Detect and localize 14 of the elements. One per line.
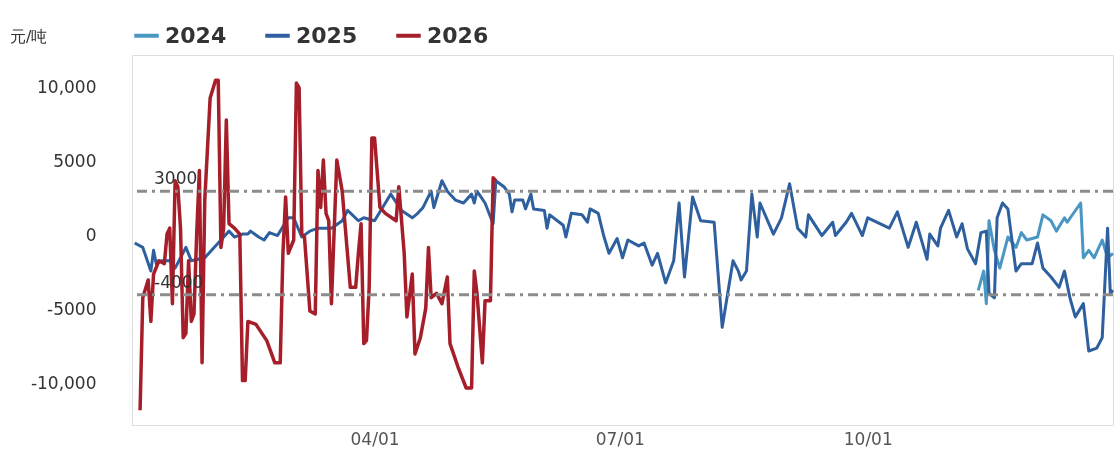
ref-line-label: 3000: [154, 168, 198, 189]
line-series: [138, 78, 498, 412]
legend-label: 2024: [165, 22, 227, 48]
y-tick-label: 5000: [53, 151, 97, 172]
x-tick-label: 10/01: [843, 428, 893, 449]
legend-label: 2025: [296, 22, 358, 48]
y-tick-label: 10,000: [37, 77, 97, 98]
y-tick-label: -5000: [47, 299, 97, 320]
y-tick-label: -10,000: [30, 373, 97, 394]
x-tick-label: 04/01: [350, 428, 400, 449]
x-tick-label: 07/01: [595, 428, 645, 449]
y-tick-label: 0: [85, 225, 97, 246]
legend-label: 2026: [427, 22, 489, 48]
y-axis-title: 元/吨: [10, 27, 48, 46]
